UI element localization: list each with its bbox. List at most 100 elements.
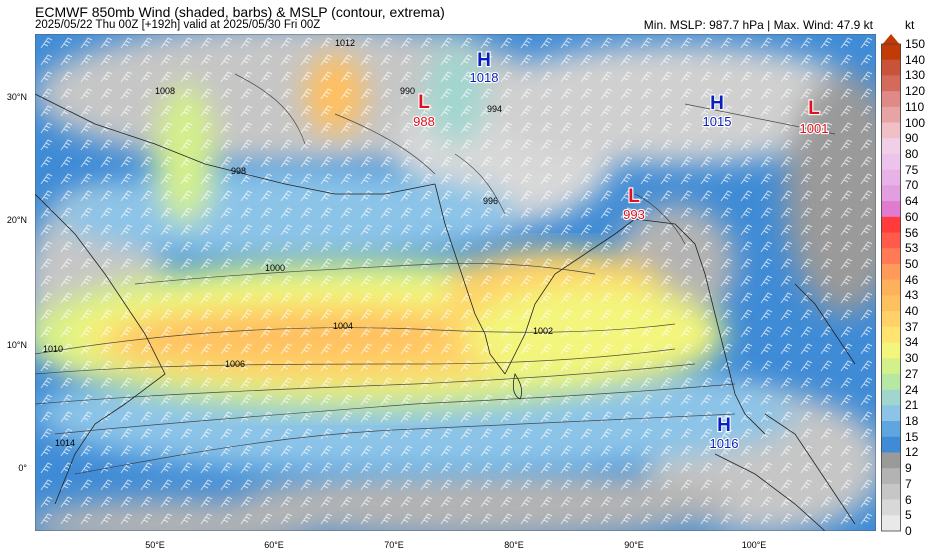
colorbar-tick-label: 110: [905, 99, 925, 114]
isobar-label-group: 1012 1008 1006 1004 1002 1000 998 996 10…: [43, 38, 553, 448]
colorbar-tick-label: 0: [905, 524, 912, 538]
colorbar-swatch: [881, 421, 901, 438]
colorbar-tick-label: 9: [905, 461, 912, 476]
colorbar-swatch: [881, 44, 901, 61]
lon-label: 60°E: [264, 540, 284, 550]
colorbar-tick-label: 21: [905, 398, 919, 413]
colorbar-swatch: [881, 483, 901, 501]
colorbar-tick-label: 24: [905, 382, 919, 397]
colorbar-swatch: [881, 405, 901, 422]
colorbar-swatch: [881, 436, 901, 453]
colorbar-swatch: [881, 373, 901, 391]
map-subtitle: 2025/05/22 Thu 00Z [+192h] valid at 2025…: [35, 19, 321, 31]
colorbar-swatch: [881, 169, 901, 186]
colorbar-arrow: [881, 34, 901, 46]
isobars: [35, 73, 836, 475]
colorbar-swatch: [881, 185, 901, 202]
isobar-label: 1006: [225, 359, 245, 369]
colorbar-tick-label: 56: [905, 225, 919, 240]
low-value: 1001: [800, 121, 829, 136]
high-value: 1016: [710, 436, 739, 451]
isobar-label: 1008: [155, 86, 175, 96]
stats-readout: Min. MSLP: 987.7 hPa | Max. Wind: 47.9 k…: [643, 18, 873, 32]
isobar-label: 1014: [55, 438, 75, 448]
colorbar-tick-label: 37: [905, 319, 919, 334]
isobar-label: 1000: [265, 263, 285, 273]
colorbar-swatch: [881, 263, 901, 281]
isobar-label: 994: [487, 104, 502, 114]
colorbar-tick-label: 100: [905, 115, 926, 130]
colorbar-swatch: [881, 452, 901, 469]
high-marker: H: [710, 93, 724, 114]
colorbar-tick-label: 80: [905, 146, 919, 161]
colorbar-tick-label: 75: [905, 162, 919, 177]
colorbar-swatch: [881, 216, 901, 234]
colorbar-swatch: [881, 311, 901, 328]
lon-label: 70°E: [384, 540, 404, 550]
colorbar-swatch: [881, 515, 901, 532]
map-title: ECMWF 850mb Wind (shaded, barbs) & MSLP …: [35, 4, 445, 20]
lat-label: 10°N: [6, 340, 27, 350]
low-marker: L: [628, 186, 640, 207]
high-value: 1015: [703, 114, 732, 129]
colorbar-tick-label: 50: [905, 256, 919, 271]
colorbar-swatch: [881, 75, 901, 92]
wind-map: 1012 1008 1006 1004 1002 1000 998 996 10…: [35, 34, 876, 531]
high-value: 1018: [470, 70, 499, 85]
colorbar-swatch: [881, 138, 901, 155]
low-marker: L: [418, 92, 430, 113]
colorbar-tick-label: 120: [905, 84, 926, 99]
colorbar-swatch: [881, 201, 901, 218]
colorbar-tick-label: 140: [905, 52, 926, 67]
colorbar-tick-label: 12: [905, 445, 919, 460]
colorbar-tick-label: 70: [905, 178, 919, 193]
wind-colorbar: [881, 34, 901, 532]
colorbar-tick-label: 18: [905, 414, 919, 429]
isobar-label: 990: [400, 86, 415, 96]
colorbar-swatch: [881, 153, 901, 171]
colorbar-tick-label: 90: [905, 131, 919, 146]
lat-label: 0°: [18, 463, 27, 473]
lon-label: 90°E: [624, 540, 644, 550]
lon-label: 50°E: [145, 540, 165, 550]
colorbar-swatch: [881, 91, 901, 108]
colorbar-swatch: [881, 468, 901, 485]
colorbar-tick-label: 27: [905, 366, 919, 381]
colorbar-swatch: [881, 59, 901, 76]
low-marker: L: [808, 98, 820, 119]
colorbar-swatch: [881, 342, 901, 359]
colorbar-tick-label: 40: [905, 304, 919, 319]
colorbar-tick-label: 150: [905, 37, 926, 51]
low-value: 988: [413, 114, 435, 129]
lat-label: 30°N: [6, 92, 27, 102]
colorbar-tick-label: 7: [905, 476, 912, 491]
lon-label: 80°E: [504, 540, 524, 550]
colorbar-frame: [881, 43, 901, 532]
colorbar-tick-label: 5: [905, 508, 912, 523]
colorbar-tick-label: 53: [905, 241, 919, 256]
colorbar-swatch: [881, 389, 901, 406]
high-marker: H: [477, 50, 491, 71]
isobar-label: 1004: [333, 321, 353, 331]
colorbar-tick-label: 30: [905, 351, 919, 366]
colorbar-swatch: [881, 122, 901, 139]
lon-label: 100°E: [741, 540, 767, 550]
colorbar-swatch: [881, 295, 901, 312]
isobar-label: 1002: [533, 326, 553, 336]
colorbar-swatch: [881, 248, 901, 265]
colorbar-tick-label: 130: [905, 68, 926, 83]
colorbar-tick-label: 64: [905, 194, 919, 209]
isobar-label: 996: [483, 196, 498, 206]
isobar-label: 998: [231, 166, 246, 176]
colorbar-tick-label: 60: [905, 209, 919, 224]
colorbar-tick-label: 15: [905, 429, 919, 444]
isobar-label: 1010: [43, 344, 63, 354]
colorbar-swatch: [881, 106, 901, 124]
isobar-label: 1012: [335, 38, 355, 48]
colorbar-swatch: [881, 232, 901, 249]
colorbar-unit: kt: [905, 18, 915, 32]
colorbar-swatch: [881, 499, 901, 516]
pressure-centers: H 1018 L 988 L 993 H 1015 L 1001 H 1016: [412, 49, 830, 452]
high-marker: H: [717, 415, 731, 436]
